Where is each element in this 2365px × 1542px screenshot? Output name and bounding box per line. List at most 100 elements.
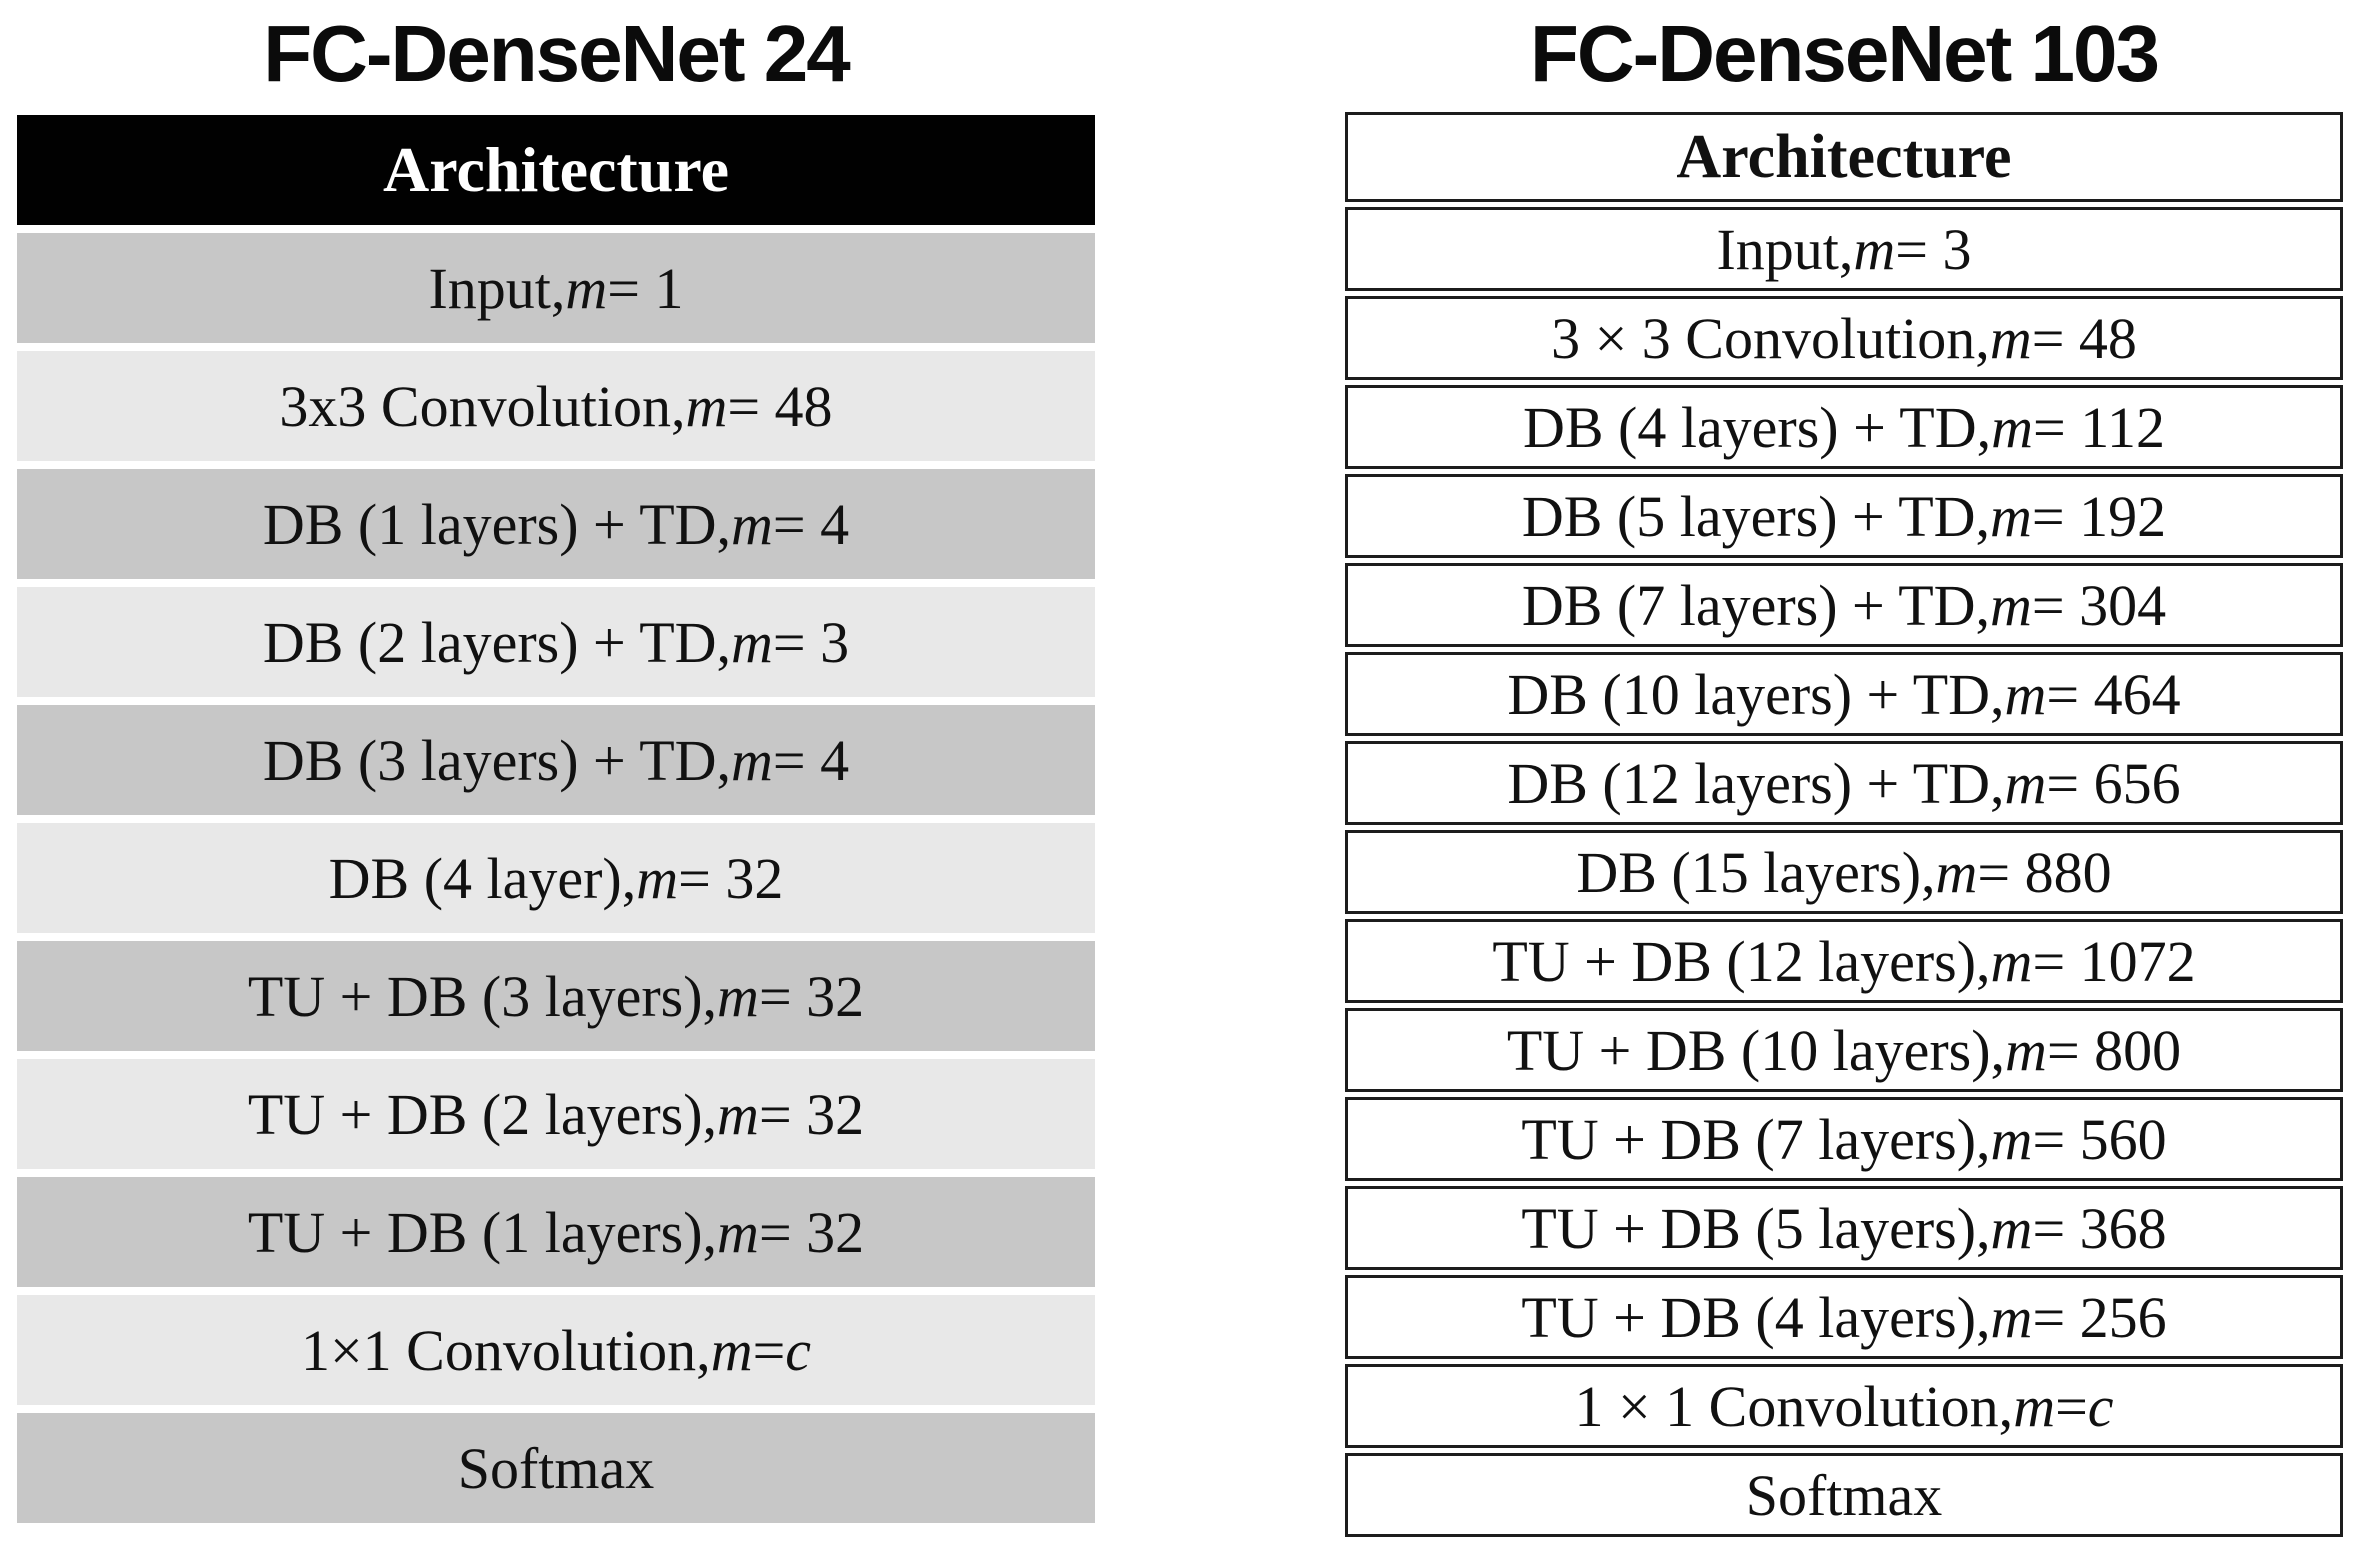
- row-value: = 800: [2046, 1017, 2182, 1083]
- row-value: = 560: [2032, 1106, 2167, 1172]
- right-table-header-label: Architecture: [1676, 122, 2012, 191]
- table-row: TU + DB (5 layers), m = 368: [1345, 1186, 2343, 1270]
- table-row: 3 × 3 Convolution, m = 48: [1345, 296, 2343, 380]
- row-text: DB (2 layers) + TD,: [262, 609, 732, 675]
- table-row: DB (1 layers) + TD, m = 4: [17, 469, 1095, 579]
- row-text: 3 × 3 Convolution,: [1551, 305, 1990, 371]
- row-variable: m: [1990, 1195, 2033, 1261]
- row-variable: m: [717, 963, 759, 1029]
- row-value: = 4: [772, 491, 850, 557]
- row-value: = 880: [1977, 839, 2112, 905]
- right-architecture-table: Architecture Input, m = 3 3 × 3 Convolut…: [1345, 112, 2343, 1542]
- fc-densenet-24-panel: FC-DenseNet 24 Architecture Input, m = 1…: [17, 0, 1095, 1542]
- row-text: Input,: [428, 255, 566, 321]
- table-row: Input, m = 3: [1345, 207, 2343, 291]
- row-variable: m: [731, 727, 773, 793]
- left-architecture-table: Architecture Input, m = 1 3x3 Convolutio…: [17, 115, 1095, 1531]
- table-row: TU + DB (4 layers), m = 256: [1345, 1275, 2343, 1359]
- row-variable: m: [731, 609, 773, 675]
- row-variable: m: [685, 373, 728, 439]
- row-text: 1×1 Convolution,: [300, 1317, 711, 1383]
- row-variable: m: [565, 255, 608, 321]
- row-text: Softmax: [457, 1435, 655, 1501]
- row-variable: m: [1990, 1106, 2033, 1172]
- table-row: DB (15 layers), m = 880: [1345, 830, 2343, 914]
- table-row: TU + DB (2 layers), m = 32: [17, 1059, 1095, 1169]
- table-row: Softmax: [1345, 1453, 2343, 1537]
- table-row: 3x3 Convolution, m = 48: [17, 351, 1095, 461]
- table-row: DB (4 layer), m = 32: [17, 823, 1095, 933]
- row-value: = 256: [2032, 1284, 2167, 1350]
- row-value: =: [2055, 1373, 2088, 1439]
- row-value: = 1: [607, 255, 684, 321]
- left-panel-title: FC-DenseNet 24: [263, 9, 851, 98]
- row-text: DB (12 layers) + TD,: [1507, 750, 2005, 816]
- row-text: DB (5 layers) + TD,: [1521, 483, 1991, 549]
- table-row: DB (7 layers) + TD, m = 304: [1345, 563, 2343, 647]
- row-value: = 192: [2031, 483, 2167, 549]
- table-row: 1×1 Convolution, m = c: [17, 1295, 1095, 1405]
- table-row: DB (5 layers) + TD, m = 192: [1345, 474, 2343, 558]
- row-text: TU + DB (10 layers),: [1506, 1017, 2006, 1083]
- row-text: DB (4 layers) + TD,: [1522, 394, 1992, 460]
- row-value: =: [752, 1317, 786, 1383]
- table-row: Input, m = 1: [17, 233, 1095, 343]
- left-table-header: Architecture: [17, 115, 1095, 225]
- row-text: DB (15 layers),: [1576, 839, 1936, 905]
- row-value: = 368: [2032, 1195, 2167, 1261]
- row-text: TU + DB (5 layers),: [1521, 1195, 1991, 1261]
- row-variable: m: [2004, 750, 2047, 816]
- row-text: TU + DB (1 layers),: [247, 1199, 718, 1265]
- row-variable: m: [731, 491, 773, 557]
- table-row: TU + DB (10 layers), m = 800: [1345, 1008, 2343, 1092]
- row-value: = 48: [2031, 305, 2137, 371]
- row-variable: m: [2005, 1017, 2047, 1083]
- row-value: = 464: [2046, 661, 2181, 727]
- row-variable: m: [710, 1317, 753, 1383]
- table-row: 1 × 1 Convolution, m = c: [1345, 1364, 2343, 1448]
- row-value: = 3: [1895, 216, 1972, 282]
- row-variable2: c: [785, 1317, 812, 1383]
- table-row: DB (2 layers) + TD, m = 3: [17, 587, 1095, 697]
- row-text: 1 × 1 Convolution,: [1574, 1373, 2014, 1439]
- row-variable: m: [1991, 394, 2033, 460]
- row-value: = 32: [678, 845, 784, 911]
- row-variable: m: [1853, 216, 1896, 282]
- row-variable: m: [2013, 1373, 2056, 1439]
- row-text: 3x3 Convolution,: [279, 373, 686, 439]
- row-variable: m: [1989, 305, 2032, 371]
- row-variable: m: [1990, 928, 2033, 994]
- row-variable: m: [1990, 483, 2032, 549]
- table-row: DB (10 layers) + TD, m = 464: [1345, 652, 2343, 736]
- row-variable: m: [1990, 572, 2032, 638]
- table-row: Softmax: [17, 1413, 1095, 1523]
- row-value: = 1072: [2032, 928, 2196, 994]
- row-text: TU + DB (7 layers),: [1521, 1106, 1991, 1172]
- row-value: = 48: [727, 373, 833, 439]
- row-value: = 304: [2031, 572, 2167, 638]
- table-row: TU + DB (12 layers), m = 1072: [1345, 919, 2343, 1003]
- right-panel-title: FC-DenseNet 103: [1529, 9, 2160, 98]
- row-value: = 32: [758, 1081, 865, 1147]
- table-row: DB (3 layers) + TD, m = 4: [17, 705, 1095, 815]
- row-text: TU + DB (12 layers),: [1492, 928, 1991, 994]
- row-text: DB (10 layers) + TD,: [1507, 661, 2005, 727]
- right-table-header: Architecture: [1345, 112, 2343, 202]
- row-text: Softmax: [1745, 1462, 1943, 1528]
- row-value: = 4: [772, 727, 850, 793]
- row-text: DB (7 layers) + TD,: [1521, 572, 1991, 638]
- row-value: = 32: [758, 1199, 865, 1265]
- table-row: DB (12 layers) + TD, m = 656: [1345, 741, 2343, 825]
- row-value: = 32: [758, 963, 865, 1029]
- table-row: TU + DB (3 layers), m = 32: [17, 941, 1095, 1051]
- table-row: TU + DB (7 layers), m = 560: [1345, 1097, 2343, 1181]
- row-variable: m: [2004, 661, 2047, 727]
- row-text: DB (4 layer),: [328, 845, 637, 911]
- row-variable2: c: [2087, 1373, 2114, 1439]
- fc-densenet-103-panel: FC-DenseNet 103 Architecture Input, m = …: [1345, 0, 2343, 1542]
- row-value: = 112: [2033, 394, 2166, 460]
- table-row: TU + DB (1 layers), m = 32: [17, 1177, 1095, 1287]
- row-variable: m: [1935, 839, 1978, 905]
- row-text: DB (3 layers) + TD,: [262, 727, 732, 793]
